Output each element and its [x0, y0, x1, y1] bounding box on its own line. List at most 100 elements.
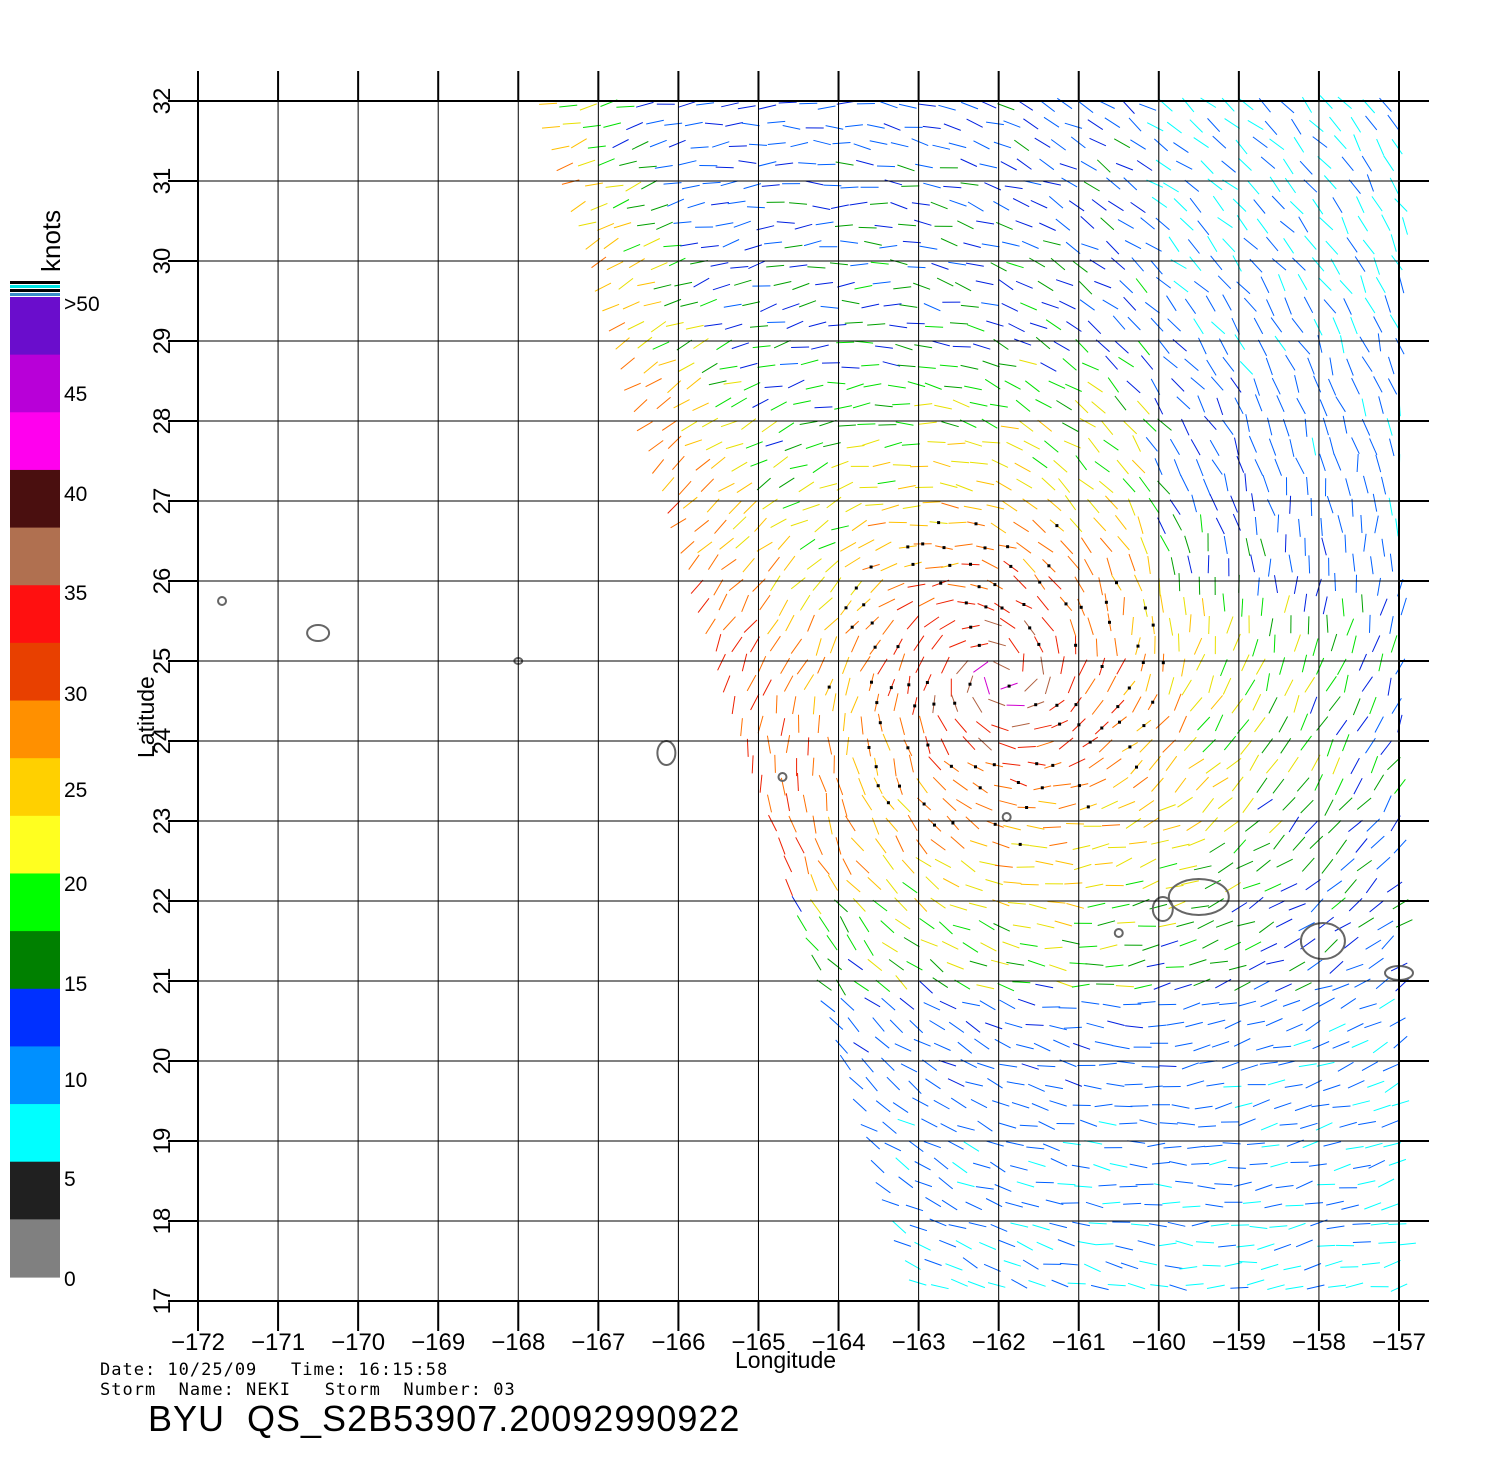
wind-vector	[1323, 175, 1337, 190]
wind-vector	[1218, 1002, 1238, 1006]
wind-vector	[1021, 1201, 1040, 1208]
wind-vector	[1091, 699, 1104, 715]
wind-vector	[1268, 697, 1278, 714]
wind-vector	[825, 559, 840, 573]
wind-vector	[984, 182, 1002, 191]
wind-vector	[1064, 495, 1077, 511]
wind-vector	[852, 402, 871, 409]
wind-vector	[897, 364, 916, 368]
wind-vector	[1346, 358, 1354, 376]
wind-vector	[1203, 478, 1211, 496]
wind-vector	[828, 324, 847, 327]
wind-vector	[1282, 419, 1290, 437]
wind-vector	[1164, 1265, 1183, 1269]
rain-flag-dot	[1007, 684, 1011, 688]
wind-vector	[1222, 419, 1234, 435]
wind-vector	[1341, 217, 1349, 235]
wind-vector	[1371, 196, 1383, 212]
wind-vector	[845, 677, 851, 696]
wind-vector	[722, 675, 731, 693]
wind-vector	[1201, 598, 1205, 617]
wind-vector	[845, 502, 862, 513]
wind-vector	[1123, 296, 1137, 311]
wind-vector	[1316, 1061, 1335, 1067]
wind-vector	[1337, 96, 1352, 109]
wind-vector	[1001, 302, 1019, 312]
wind-vector	[1288, 554, 1293, 573]
wind-vector	[955, 484, 973, 492]
wind-vector	[867, 522, 886, 527]
wind-vector	[1212, 195, 1225, 212]
wind-vector	[1028, 903, 1047, 910]
wind-vector	[646, 119, 664, 125]
wind-vector	[1143, 817, 1159, 828]
wind-vector	[539, 102, 558, 105]
wind-vector	[1217, 217, 1233, 229]
wind-vector	[1019, 1124, 1038, 1127]
wind-vector	[1394, 198, 1408, 212]
wind-vector	[1117, 219, 1134, 229]
wind-vector	[1284, 177, 1297, 194]
wind-vector	[963, 242, 981, 248]
wind-vector	[946, 962, 964, 970]
lat-tick-label: 18	[149, 1208, 176, 1235]
wind-vector	[987, 1282, 1006, 1288]
wind-vector	[1147, 1142, 1166, 1148]
wind-vector	[1241, 598, 1244, 617]
wind-vector	[1075, 455, 1087, 471]
wind-vector	[918, 597, 935, 607]
wind-vector	[858, 916, 870, 933]
wind-vector	[853, 1042, 869, 1053]
wind-vector	[895, 343, 913, 351]
wind-vector	[1043, 180, 1062, 186]
colorbar-label: 5	[64, 1168, 76, 1191]
wind-vector	[1110, 257, 1126, 270]
wind-vector	[1234, 334, 1246, 350]
wind-vector	[832, 693, 837, 712]
wind-vector	[827, 874, 839, 891]
wind-vector	[924, 1258, 942, 1266]
wind-vector	[1012, 981, 1031, 984]
rain-flag-dot	[869, 565, 873, 569]
wind-vector	[1088, 1222, 1107, 1225]
wind-vector	[1085, 1201, 1104, 1209]
wind-vector	[1280, 883, 1298, 892]
wind-vector	[1179, 865, 1198, 871]
wind-vector	[1261, 1144, 1280, 1148]
wind-vector	[577, 159, 596, 167]
wind-vector	[1253, 199, 1266, 214]
wind-vector	[818, 542, 836, 550]
rain-flag-dot	[1127, 686, 1131, 690]
wind-vector	[936, 277, 954, 287]
wind-vector	[778, 422, 795, 434]
wind-vector	[1087, 381, 1103, 393]
wind-vector	[1356, 859, 1372, 872]
wind-vector	[1282, 158, 1294, 175]
wind-vector	[1377, 920, 1394, 931]
wind-vector	[929, 1020, 946, 1031]
rain-flag-dot	[898, 784, 901, 788]
wind-vector	[1295, 457, 1305, 475]
wind-vector	[975, 721, 991, 733]
wind-vector	[1293, 634, 1301, 652]
wind-vector	[723, 303, 742, 308]
wind-vector	[1253, 842, 1271, 852]
wind-vector	[1304, 820, 1319, 835]
wind-vector	[1140, 217, 1155, 230]
wind-vector	[874, 1036, 890, 1049]
wind-vector	[1326, 739, 1334, 757]
wind-vector	[1389, 616, 1394, 634]
wind-vector	[1260, 999, 1278, 1008]
wind-vector	[1313, 375, 1322, 393]
island-outline	[777, 772, 788, 782]
wind-vector	[1193, 637, 1203, 655]
wind-vector	[875, 345, 893, 349]
wind-vector	[1193, 865, 1212, 871]
wind-vector	[952, 924, 971, 931]
wind-vector	[797, 772, 799, 792]
wind-vector	[1186, 1080, 1205, 1087]
wind-vector	[713, 579, 724, 596]
wind-vector	[1071, 983, 1090, 988]
